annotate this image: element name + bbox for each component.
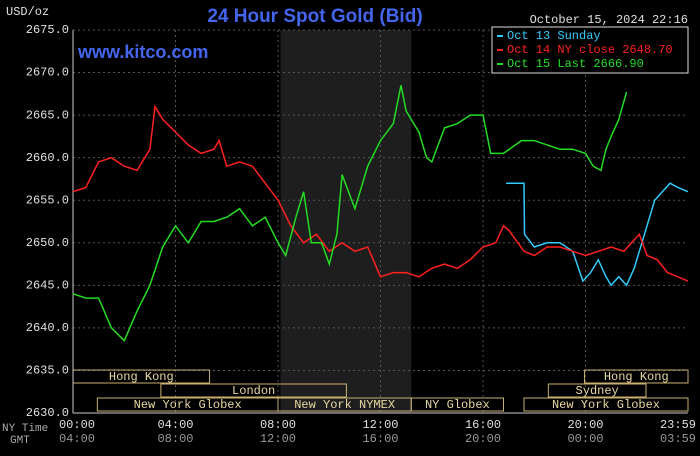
session-label: Hong Kong — [604, 370, 669, 384]
x-tick-label-gmt: 00:00 — [567, 432, 603, 446]
x-tick-label-gmt: 16:00 — [362, 432, 398, 446]
legend-box — [491, 26, 689, 74]
x-tick-label: 16:00 — [465, 418, 501, 432]
y-tick-label: 2675.0 — [26, 23, 69, 37]
x-tick-label: 20:00 — [567, 418, 603, 432]
x-tick-label-gmt: 08:00 — [157, 432, 193, 446]
shade-band — [280, 30, 412, 413]
session-box — [410, 397, 504, 412]
chart-title: 24 Hour Spot Gold (Bid) — [207, 6, 422, 27]
y-tick-label: 2640.0 — [26, 321, 69, 335]
y-tick-label: 2665.0 — [26, 108, 69, 122]
y-unit: USD/oz — [6, 5, 49, 19]
y-tick-label: 2655.0 — [26, 193, 69, 207]
session-label: New York NYMEX — [294, 398, 395, 412]
x-row-label: NY Time — [2, 423, 48, 435]
series-line — [72, 85, 628, 343]
series-line — [506, 182, 689, 287]
y-tick-label: 2635.0 — [26, 364, 69, 378]
date-label: October 15, 2024 22:16 — [530, 13, 688, 27]
session-label: Sydney — [576, 384, 619, 398]
x-tick-label-gmt: 12:00 — [260, 432, 296, 446]
legend-label: Oct 15 Last 2666.90 — [507, 57, 644, 71]
x-tick-label-gmt: 03:59 — [660, 432, 696, 446]
x-row-label: GMT — [10, 435, 30, 447]
site-label: www.kitco.com — [77, 42, 208, 62]
y-tick-label: 2645.0 — [26, 279, 69, 293]
legend-label: Oct 13 Sunday — [507, 29, 601, 43]
legend-label: Oct 14 NY close 2648.70 — [507, 43, 673, 57]
x-tick-label-gmt: 20:00 — [465, 432, 501, 446]
session-box — [547, 383, 647, 398]
y-tick-label: 2670.0 — [26, 66, 69, 80]
x-tick-label: 12:00 — [362, 418, 398, 432]
x-tick-label: 23:59 — [660, 418, 696, 432]
x-tick-label-gmt: 04:00 — [59, 432, 95, 446]
session-label: New York Globex — [552, 398, 660, 412]
session-box — [583, 369, 689, 384]
session-label: NY Globex — [425, 398, 490, 412]
y-tick-label: 2660.0 — [26, 151, 69, 165]
x-tick-label: 00:00 — [59, 418, 95, 432]
session-box — [160, 383, 347, 398]
y-tick-label: 2650.0 — [26, 236, 69, 250]
series-line — [72, 104, 689, 282]
x-tick-label: 04:00 — [157, 418, 193, 432]
y-tick-label: 2630.0 — [26, 406, 69, 420]
x-tick-label: 08:00 — [260, 418, 296, 432]
session-label: London — [232, 384, 275, 398]
session-label: Hong Kong — [109, 370, 174, 384]
session-box — [523, 397, 689, 412]
session-label: New York Globex — [134, 398, 242, 412]
